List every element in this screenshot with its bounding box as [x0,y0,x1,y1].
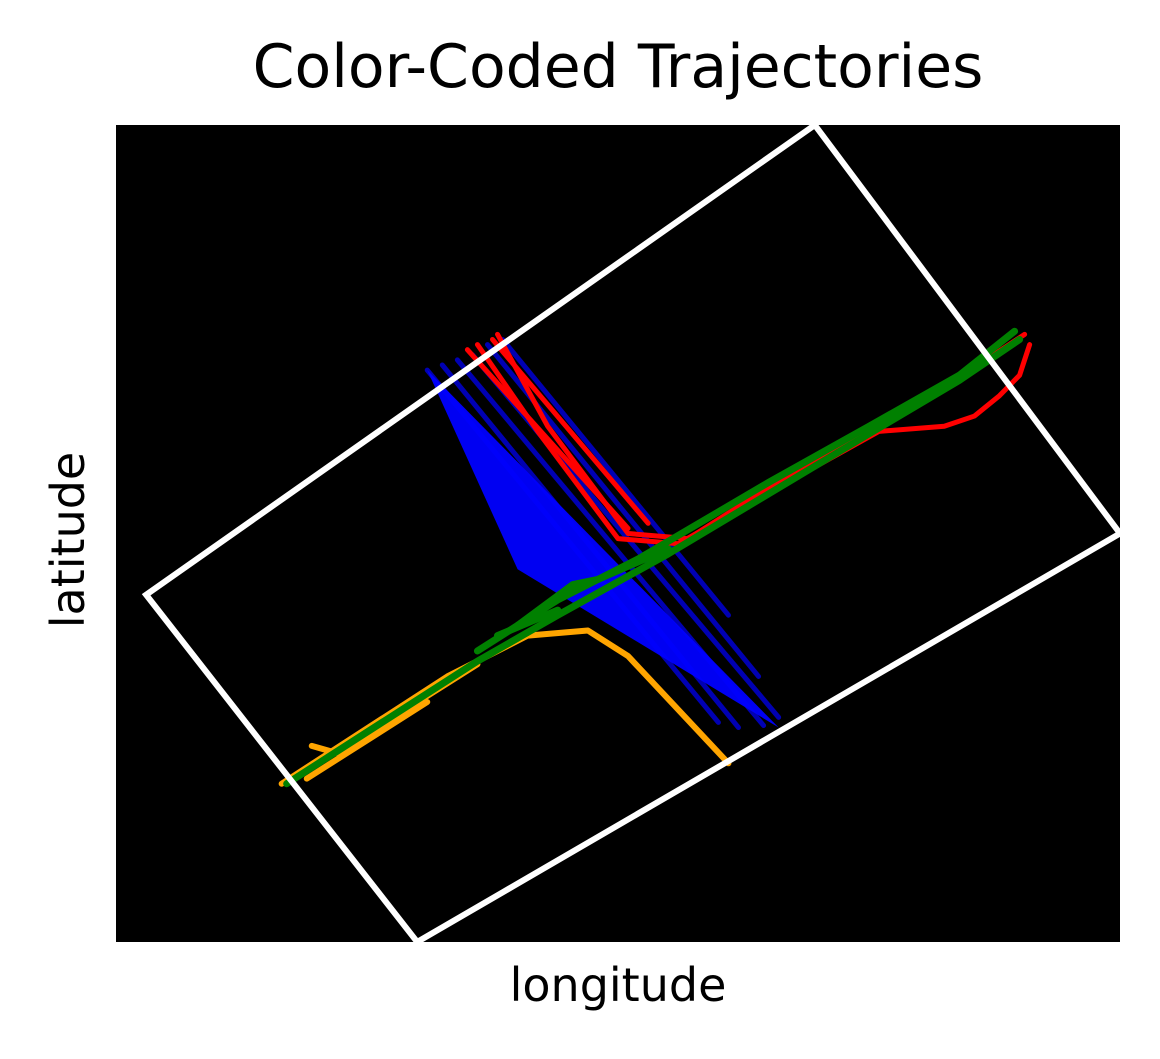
trajectory-layer [278,327,1033,788]
trajectory-bundle-0 [427,370,779,728]
plot-area [116,125,1120,942]
trajectory-0-5 [500,336,731,618]
trajectory-2-2 [303,699,431,782]
trajectory-3-2 [514,545,672,629]
trajectory-1-2 [490,336,651,526]
trajectory-0-0 [424,367,721,725]
trajectory-1-3 [464,347,631,531]
trajectory-0-2 [454,357,767,728]
trajectory-3-3 [494,606,562,640]
x-axis-label: longitude [509,958,727,1012]
trajectory-0-1 [439,362,741,731]
chart-title: Color-Coded Trajectories [252,32,984,102]
trajectory-3-0 [283,335,1024,788]
boundary-outline [141,120,1125,946]
